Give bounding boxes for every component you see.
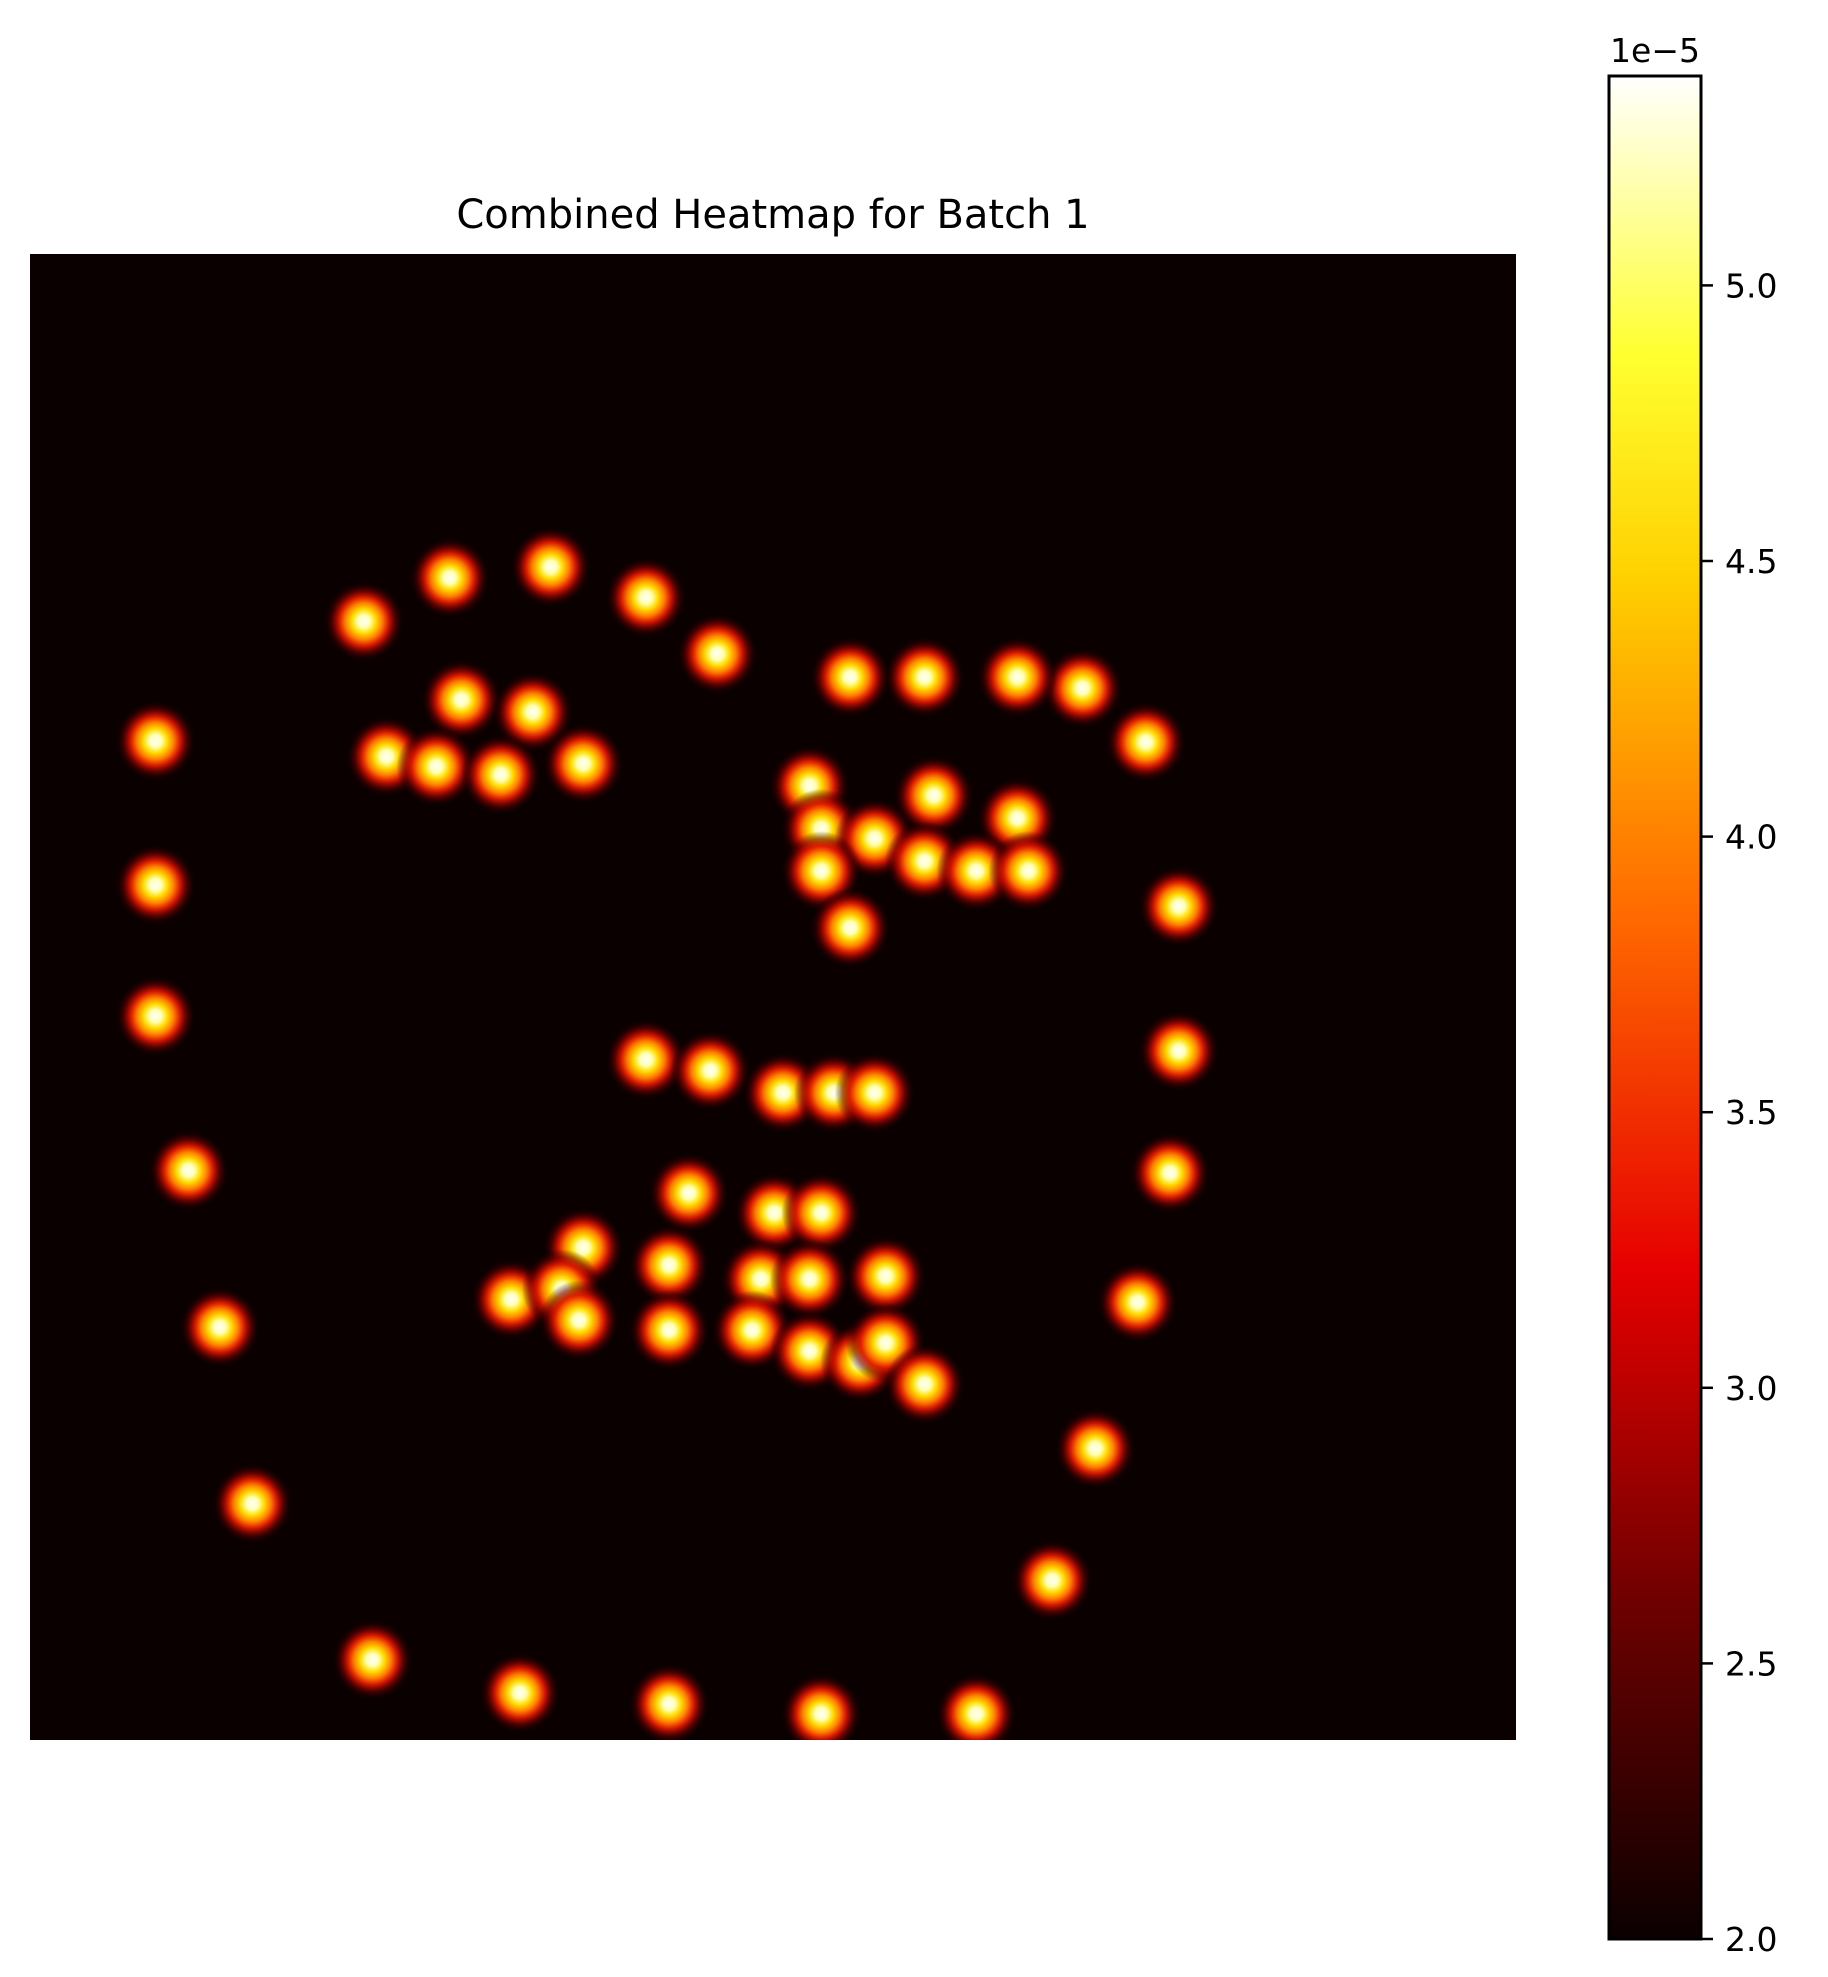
heatmap-spot-65 (884, 1344, 965, 1425)
colorbar-tick-label: 3.0 (1725, 1369, 1777, 1408)
heatmap-spot-6 (212, 1463, 293, 1544)
heatmap-spot-8 (479, 1653, 560, 1733)
heatmap-spot-10 (781, 1673, 862, 1740)
heatmap-spot-14 (1097, 1262, 1178, 1343)
heatmap-spot-55 (769, 1239, 850, 1320)
heatmap-spot-33 (543, 723, 624, 804)
heatmap-spot-51 (781, 1172, 862, 1253)
colorbar-tick-label: 2.0 (1725, 1920, 1777, 1959)
heatmap-spot-7 (332, 1619, 413, 1700)
colorbar-ticks: 2.0 2.5 3.0 3.5 4.0 4.5 5.0 (1701, 266, 1777, 1959)
heatmap-spot-2 (115, 845, 196, 925)
heatmap-spot-42 (988, 831, 1069, 911)
heatmap-spot-13 (1055, 1408, 1136, 1489)
heatmap-spot-45 (670, 1030, 751, 1111)
heatmap-spot-60 (629, 1290, 710, 1371)
heatmap-spot-16 (1138, 1011, 1219, 1091)
heatmap-spot-31 (396, 726, 477, 807)
heatmap-spot-32 (460, 734, 541, 815)
heatmap-spot-38 (893, 755, 974, 836)
colorbar-tick-label: 4.5 (1725, 542, 1777, 581)
heatmap-spot-5 (179, 1287, 260, 1368)
heatmap-spot-19 (1042, 648, 1123, 729)
heatmap-spot-9 (629, 1664, 710, 1740)
colorbar (1607, 74, 1703, 1941)
heatmap-spot-18 (1105, 702, 1186, 783)
heatmap-spot-48 (834, 1052, 915, 1133)
heatmap-spot-23 (677, 613, 758, 694)
heatmap-spot-17 (1138, 866, 1219, 947)
heatmap-spot-15 (1130, 1132, 1210, 1213)
heatmap-spot-11 (936, 1673, 1017, 1740)
heatmap-spot-56 (845, 1236, 926, 1317)
heatmap-spot-27 (323, 581, 404, 662)
heatmap-spot-26 (409, 537, 490, 618)
chart-title: Combined Heatmap for Batch 1 (456, 192, 1089, 238)
heatmap-spot-43 (810, 887, 891, 968)
heatmap-spot-25 (510, 526, 591, 607)
colorbar-tick-label: 4.0 (1725, 818, 1777, 857)
heatmap-spot-29 (492, 672, 573, 752)
colorbar-tick-label: 5.0 (1725, 266, 1777, 305)
colorbar-tick-label: 2.5 (1725, 1644, 1777, 1683)
heatmap-spot-3 (115, 976, 196, 1057)
heatmap-spot-59 (539, 1280, 620, 1361)
heatmap-spots (115, 526, 1219, 1740)
heatmap-spot-12 (1012, 1540, 1093, 1621)
heatmap-spot-1 (115, 701, 196, 781)
heatmap-spot-22 (810, 637, 891, 718)
colorbar-tick-label: 3.5 (1725, 1093, 1777, 1132)
heatmap-spot-24 (605, 557, 686, 638)
heatmap-spot-4 (148, 1130, 229, 1211)
heatmap-spot-53 (629, 1225, 710, 1306)
heatmap-spot-28 (421, 659, 502, 740)
heatmap-spot-49 (648, 1153, 729, 1234)
colorbar-offset-label: 1e−5 (1610, 31, 1700, 70)
heatmap-spot-20 (977, 637, 1058, 718)
heatmap-spot-21 (884, 637, 965, 718)
heatmap-spot-44 (605, 1019, 686, 1100)
